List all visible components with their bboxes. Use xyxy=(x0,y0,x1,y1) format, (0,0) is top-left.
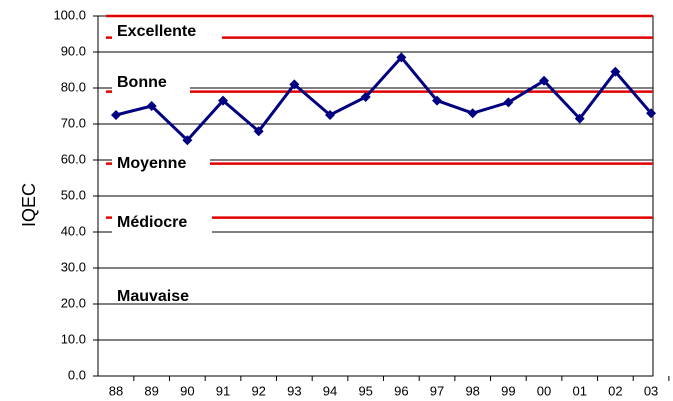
marker xyxy=(610,66,621,77)
y-tick-label: 60.0 xyxy=(61,151,86,166)
marker xyxy=(218,95,229,106)
marker xyxy=(325,110,336,120)
marker xyxy=(289,79,300,90)
marker xyxy=(432,95,443,106)
marker xyxy=(253,126,264,137)
x-tick-label: 00 xyxy=(537,383,551,398)
zone-label-bg xyxy=(112,154,210,174)
x-tick-label: 92 xyxy=(251,383,265,398)
marker xyxy=(182,135,193,146)
x-tick-label: 88 xyxy=(109,383,123,398)
zone-label: Médiocre xyxy=(117,214,187,231)
y-tick-label: 30.0 xyxy=(61,259,86,274)
zone-label: Mauvaise xyxy=(117,288,189,305)
x-tick-label: 96 xyxy=(394,383,408,398)
marker xyxy=(646,108,657,119)
x-tick-label: 97 xyxy=(430,383,444,398)
x-tick-label: 93 xyxy=(287,383,301,398)
x-tick-label: 91 xyxy=(216,383,230,398)
x-tick-label: 94 xyxy=(323,383,337,398)
zone-label: Excellente xyxy=(117,23,196,40)
series-line xyxy=(115,55,653,143)
y-tick-label: 10.0 xyxy=(61,331,86,346)
y-tick-label: 20.0 xyxy=(61,295,86,310)
x-tick-label: 95 xyxy=(358,383,372,398)
zone-label: Moyenne xyxy=(117,155,186,172)
y-tick-label: 70.0 xyxy=(61,115,86,130)
y-axis-title: IQEC xyxy=(19,183,39,227)
y-tick-label: 100.0 xyxy=(53,7,86,22)
marker xyxy=(574,113,585,124)
x-tick-label: 03 xyxy=(644,383,658,398)
x-tick-label: 99 xyxy=(501,383,515,398)
x-tick-label: 90 xyxy=(180,383,194,398)
y-tick-label: 40.0 xyxy=(61,223,86,238)
zone-label: Bonne xyxy=(117,74,167,91)
marker xyxy=(360,92,371,102)
marker xyxy=(539,75,550,86)
zone-label-bg xyxy=(112,213,212,233)
marker xyxy=(146,101,157,111)
x-tick-label: 01 xyxy=(572,383,586,398)
marker xyxy=(111,110,121,120)
x-tick-label: 98 xyxy=(465,383,479,398)
x-tick-label: 89 xyxy=(144,383,158,398)
y-tick-label: 80.0 xyxy=(61,79,86,94)
y-tick-label: 90.0 xyxy=(61,43,86,58)
x-tick-label: 02 xyxy=(608,383,622,398)
marker xyxy=(503,97,514,108)
y-tick-label: 0.0 xyxy=(68,367,86,382)
marker xyxy=(396,52,407,63)
marker xyxy=(467,108,478,119)
zone-label-bg xyxy=(112,22,222,42)
zone-label-bg xyxy=(112,73,190,93)
y-tick-label: 50.0 xyxy=(61,187,86,202)
